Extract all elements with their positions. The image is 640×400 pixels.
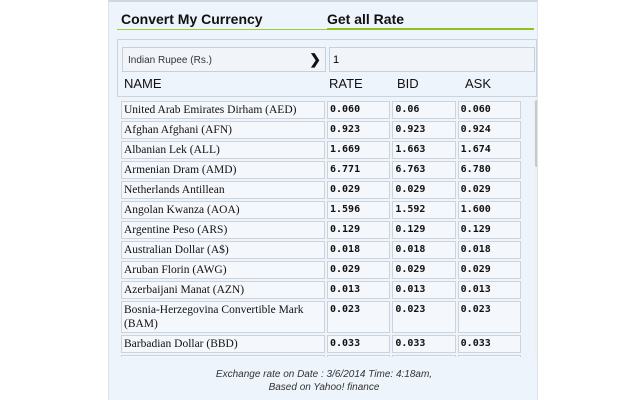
- table-row: Netherlands Antillean 0.029 0.029 0.029: [121, 181, 521, 199]
- rate-value: 0.013: [327, 281, 391, 299]
- ask-value: 0.033: [457, 335, 521, 353]
- bid-value: 1.253: [392, 355, 456, 357]
- amount-input[interactable]: 1: [329, 47, 535, 72]
- active-tab-underline: [327, 28, 534, 30]
- header-bid: BID: [397, 76, 419, 91]
- scrollbar-thumb[interactable]: [535, 100, 537, 167]
- rate-value: 1.669: [327, 141, 391, 159]
- ask-value: 0.029: [457, 261, 521, 279]
- ask-value: 0.129: [457, 221, 521, 239]
- table-row: Afghan Afghani (AFN) 0.923 0.923 0.924: [121, 121, 521, 139]
- currency-name: Netherlands Antillean: [121, 181, 325, 199]
- rate-value: 1.596: [327, 201, 391, 219]
- currency-name: Azerbaijani Manat (AZN): [121, 281, 325, 299]
- footer-source: Based on Yahoo! finance: [268, 382, 380, 393]
- rate-value: 0.029: [327, 181, 391, 199]
- currency-name: Angolan Kwanza (AOA): [121, 201, 325, 219]
- rate-value: 0.060: [327, 101, 391, 119]
- table-row: Angolan Kwanza (AOA) 1.596 1.592 1.600: [121, 201, 521, 219]
- currency-name: United Arab Emirates Dirham (AED): [121, 101, 325, 119]
- rate-form: Indian Rupee (Rs.) ❯ 1 NAME RATE BID ASK: [117, 39, 537, 97]
- rate-value: 0.129: [327, 221, 391, 239]
- bid-value: 0.029: [392, 181, 456, 199]
- table-row: United Arab Emirates Dirham (AED) 0.060 0.…: [121, 101, 521, 119]
- bid-value: 0.06: [392, 101, 456, 119]
- ask-value: 0.029: [457, 181, 521, 199]
- table-row: Armenian Dram (AMD) 6.771 6.763 6.780: [121, 161, 521, 179]
- rates-table-container: United Arab Emirates Dirham (AED) 0.060 0.…: [117, 99, 537, 357]
- table-row: Australian Dollar (A$) 0.018 0.018 0.018: [121, 241, 521, 259]
- tab-get-all-rate[interactable]: Get all Rate: [327, 11, 405, 27]
- ask-value: 1.600: [457, 201, 521, 219]
- currency-name: Bosnia-Herzegovina Convertible Mark (BAM…: [121, 301, 325, 333]
- bid-value: 0.023: [392, 301, 456, 333]
- currency-select[interactable]: Indian Rupee (Rs.) ❯: [122, 47, 326, 72]
- ask-value: 0.023: [457, 301, 521, 333]
- chevron-down-icon: ❯: [309, 51, 321, 67]
- bid-value: 0.029: [392, 261, 456, 279]
- table-row: Bangladeshi Taka (BDT)1.2611.2531.269: [121, 355, 521, 357]
- rate-value: 0.029: [327, 261, 391, 279]
- rate-value: 0.018: [327, 241, 391, 259]
- currency-name: Armenian Dram (AMD): [121, 161, 325, 179]
- footer-date: Exchange rate on Date : 3/6/2014 Time: 4…: [215, 369, 433, 380]
- bid-value: 1.592: [392, 201, 456, 219]
- bid-value: 0.013: [392, 281, 456, 299]
- table-row: Bosnia-Herzegovina Convertible Mark (BAM…: [121, 301, 521, 333]
- rate-value: 6.771: [327, 161, 391, 179]
- header-name: NAME: [124, 76, 162, 91]
- bid-value: 6.763: [392, 161, 456, 179]
- bid-value: 0.129: [392, 221, 456, 239]
- rate-value: 0.923: [327, 121, 391, 139]
- currency-name: Australian Dollar (A$): [121, 241, 325, 259]
- table-row: Azerbaijani Manat (AZN) 0.013 0.013 0.013: [121, 281, 521, 299]
- rate-value: 0.023: [327, 301, 391, 333]
- table-row: Argentine Peso (ARS) 0.129 0.129 0.129: [121, 221, 521, 239]
- currency-name: Afghan Afghani (AFN): [121, 121, 325, 139]
- rates-table: United Arab Emirates Dirham (AED) 0.060 0.…: [119, 99, 523, 357]
- bid-value: 1.663: [392, 141, 456, 159]
- currency-panel: Convert My Currency Get all Rate Indian …: [108, 0, 538, 400]
- table-row: Aruban Florin (AWG) 0.029 0.029 0.029: [121, 261, 521, 279]
- table-row: Albanian Lek (ALL) 1.669 1.663 1.674: [121, 141, 521, 159]
- bid-value: 0.018: [392, 241, 456, 259]
- ask-value: 0.924: [457, 121, 521, 139]
- bid-value: 0.923: [392, 121, 456, 139]
- currency-name: Aruban Florin (AWG): [121, 261, 325, 279]
- currency-select-value: Indian Rupee (Rs.): [128, 55, 212, 66]
- currency-name: Argentine Peso (ARS): [121, 221, 325, 239]
- bid-value: 0.033: [392, 335, 456, 353]
- rate-value: 0.033: [327, 335, 391, 353]
- ask-value: 1.674: [457, 141, 521, 159]
- currency-name: Albanian Lek (ALL): [121, 141, 325, 159]
- ask-value: 6.780: [457, 161, 521, 179]
- table-row: Barbadian Dollar (BBD) 0.033 0.033 0.033: [121, 335, 521, 353]
- rate-value: 1.261: [327, 355, 391, 357]
- ask-value: 0.018: [457, 241, 521, 259]
- ask-value: 0.060: [457, 101, 521, 119]
- tab-convert-my-currency[interactable]: Convert My Currency: [121, 11, 263, 27]
- header-rate: RATE: [329, 76, 363, 91]
- currency-name: Barbadian Dollar (BBD): [121, 335, 325, 353]
- tab-underline: [117, 29, 327, 30]
- header-ask: ASK: [465, 76, 492, 91]
- ask-value: 1.269: [457, 355, 521, 357]
- scrollbar[interactable]: [533, 99, 537, 357]
- currency-name: Bangladeshi Taka (BDT): [121, 355, 325, 357]
- ask-value: 0.013: [457, 281, 521, 299]
